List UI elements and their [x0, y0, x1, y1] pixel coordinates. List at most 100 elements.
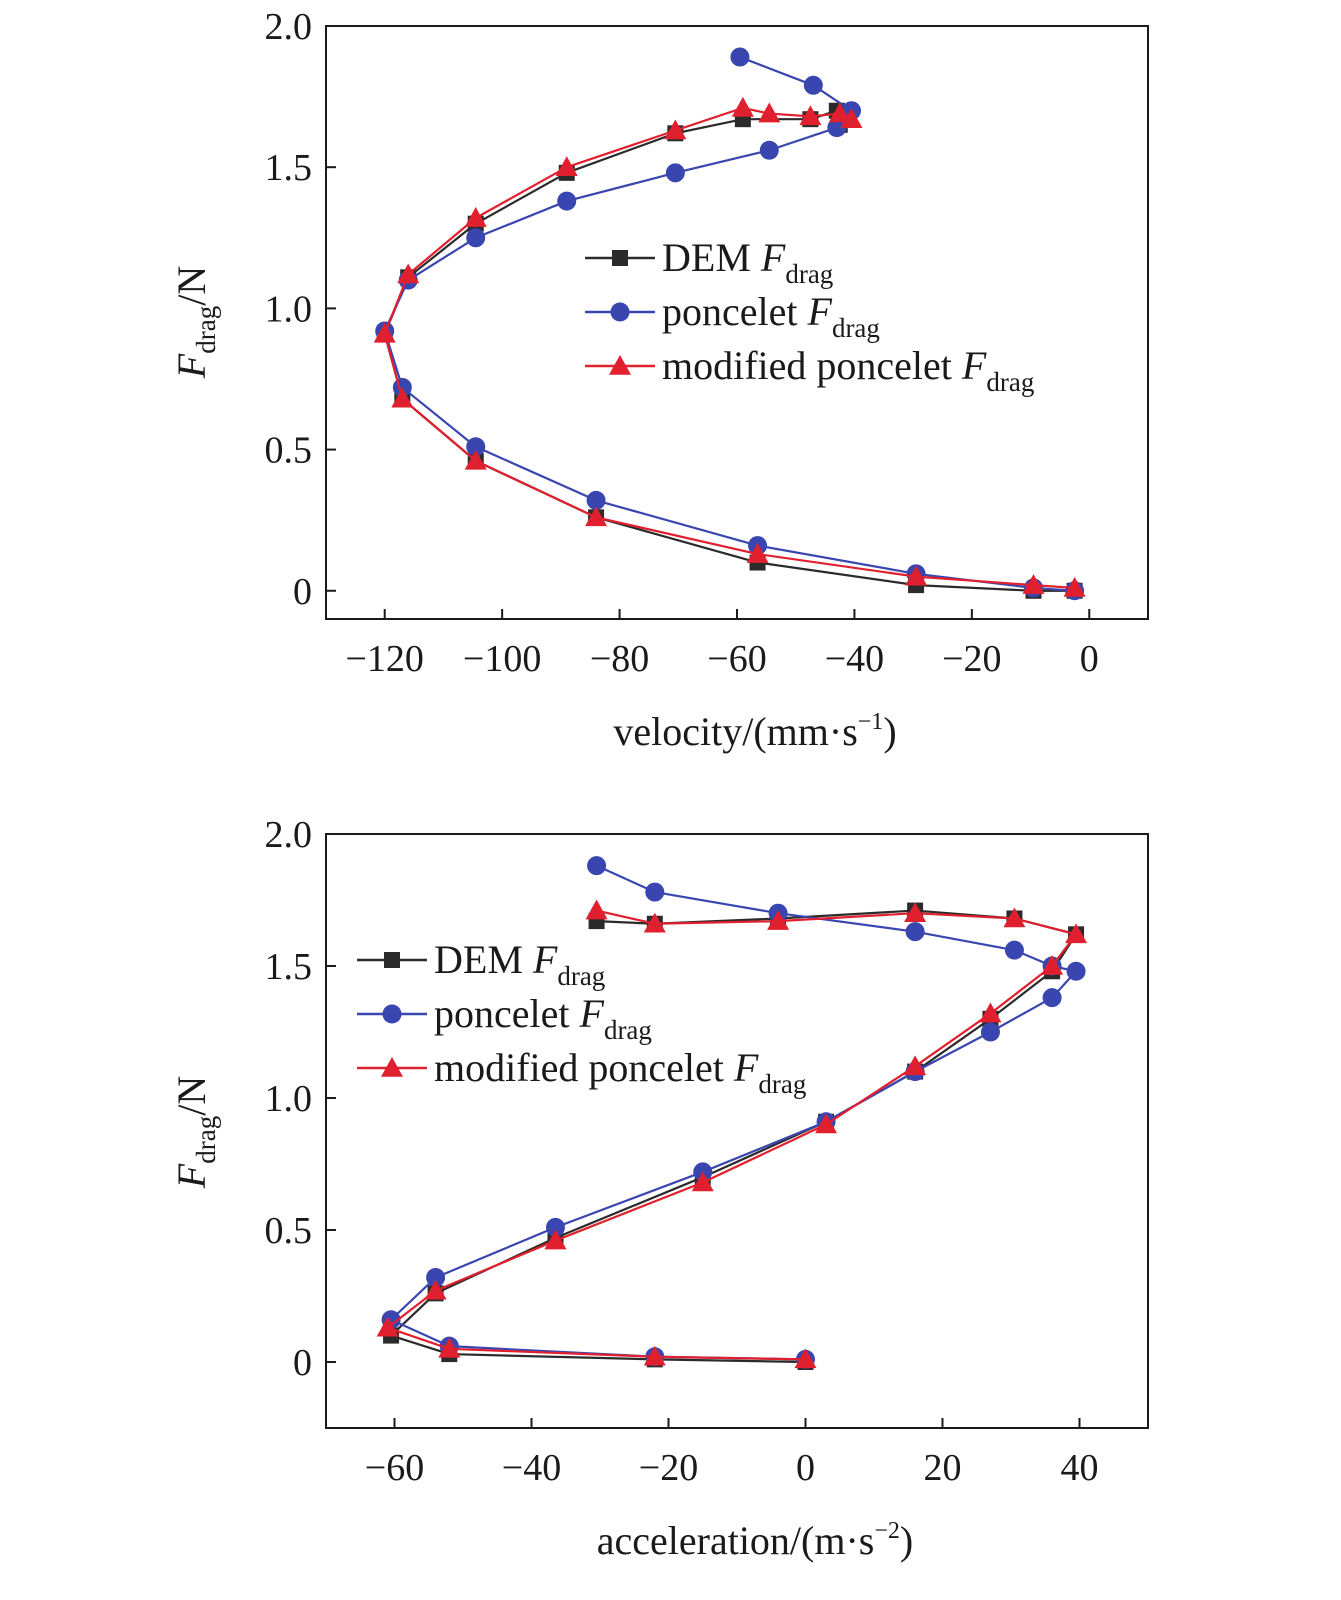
y-axis-title-unit: /N [169, 266, 214, 306]
data-point [643, 912, 666, 933]
data-point [979, 1002, 1002, 1023]
data-point [555, 156, 578, 176]
x-tick-label: −40 [502, 1447, 561, 1489]
series-3 [376, 899, 1088, 1369]
legend-label-symbol: F [579, 991, 605, 1036]
legend-label: modified poncelet Fdrag [662, 343, 1034, 397]
legend-label-symbol: F [532, 937, 558, 982]
x-axis-title-main: acceleration/(m·s [597, 1518, 875, 1563]
data-point [643, 1345, 666, 1366]
x-tick-label: −60 [365, 1447, 424, 1489]
legend-label-sub: drag [758, 1069, 806, 1099]
data-point [799, 105, 822, 126]
legend-label-text: poncelet [662, 289, 808, 334]
data-point [1066, 961, 1086, 981]
data-point [587, 856, 607, 876]
y-axis-title: Fdrag/N [169, 1076, 221, 1189]
data-point [544, 1229, 567, 1250]
x-axis-title-main: velocity/(mm·s [613, 709, 857, 754]
y-axis-title: Fdrag/N [169, 266, 221, 379]
data-point [391, 387, 414, 408]
data-point [980, 1022, 1000, 1042]
x-axis-title: acceleration/(m·s−2) [597, 1518, 914, 1563]
data-point [730, 47, 750, 67]
legend-label-sub: drag [785, 259, 833, 289]
data-point [545, 1217, 565, 1237]
data-point [827, 118, 847, 138]
data-point [466, 228, 486, 248]
data-point [645, 882, 665, 902]
legend-label-sub: drag [986, 367, 1034, 397]
data-point [759, 140, 779, 160]
legend-marker [612, 250, 628, 266]
y-axis-title-unit: /N [169, 1076, 214, 1116]
data-point [828, 102, 851, 123]
data-point [1003, 907, 1026, 928]
legend-label: poncelet Fdrag [662, 289, 880, 343]
x-tick-label: −80 [590, 638, 649, 680]
legend-label: poncelet Fdrag [434, 991, 652, 1045]
legend-label-symbol: F [961, 343, 987, 388]
data-point [424, 1279, 447, 1300]
legend-label: DEM Fdrag [434, 937, 605, 991]
x-tick-label: −100 [463, 638, 541, 680]
x-tick-label: 0 [1080, 638, 1099, 680]
x-axis-title-close: ) [900, 1518, 913, 1563]
data-point [905, 922, 925, 942]
legend-label-text: modified poncelet [662, 343, 962, 388]
data-point [746, 543, 769, 563]
data-point [557, 191, 577, 211]
x-tick-label: −60 [707, 638, 766, 680]
data-point [665, 163, 685, 183]
chart-1: −120 −100 −80 −60 −40 −20 0 0 0.5 1.0 1.5 2.0 veloci… [169, 6, 1149, 754]
data-point [1042, 988, 1062, 1008]
data-point [585, 506, 608, 527]
data-point [1022, 574, 1045, 594]
data-point [803, 75, 823, 95]
x-tick-label: −20 [942, 638, 1001, 680]
data-point [585, 899, 608, 920]
y-axis-title-symbol: F [169, 353, 214, 379]
y-tick-label: 0.5 [265, 430, 313, 472]
data-point [373, 322, 396, 343]
data-point [376, 1316, 399, 1337]
data-point [904, 1055, 927, 1076]
data-point [397, 263, 420, 284]
data-point [1041, 955, 1064, 975]
chart-2: −60 −40 −20 0 20 40 0 0.5 1.0 1.5 2.0 acceleration/… [169, 814, 1149, 1563]
y-tick-label: 1.5 [265, 147, 313, 189]
legend-label-text: modified poncelet [434, 1045, 734, 1090]
x-axis-title: velocity/(mm·s−1) [613, 709, 896, 754]
data-point [794, 1348, 817, 1369]
legend-label-symbol: F [733, 1045, 759, 1090]
legend-label-text: DEM [662, 235, 761, 280]
legend-marker [384, 952, 400, 968]
x-tick-label: 0 [796, 1447, 815, 1489]
series-line [389, 864, 1078, 1361]
data-point [438, 1337, 461, 1358]
data-point [464, 449, 487, 470]
data-point [1065, 923, 1088, 944]
data-point [1004, 940, 1024, 960]
legend-label-symbol: F [807, 289, 833, 334]
series-3 [373, 96, 1086, 597]
y-tick-label: 1.0 [265, 1078, 313, 1120]
data-point [691, 1171, 714, 1192]
data-point [1063, 576, 1086, 597]
y-tick-label: 0.5 [265, 1210, 313, 1252]
plot-frame [325, 833, 1149, 1429]
data-point [466, 437, 486, 457]
x-tick-label: −120 [345, 638, 423, 680]
x-axis-title-sup: −1 [858, 709, 884, 735]
legend-label: DEM Fdrag [662, 235, 833, 289]
data-point [664, 119, 687, 140]
data-point [731, 96, 754, 117]
y-axis-title-sub: drag [191, 1116, 221, 1164]
data-point [426, 1268, 446, 1288]
legend-label-symbol: F [760, 235, 786, 280]
data-point [904, 902, 927, 922]
x-axis-title-sup: −2 [874, 1518, 900, 1544]
